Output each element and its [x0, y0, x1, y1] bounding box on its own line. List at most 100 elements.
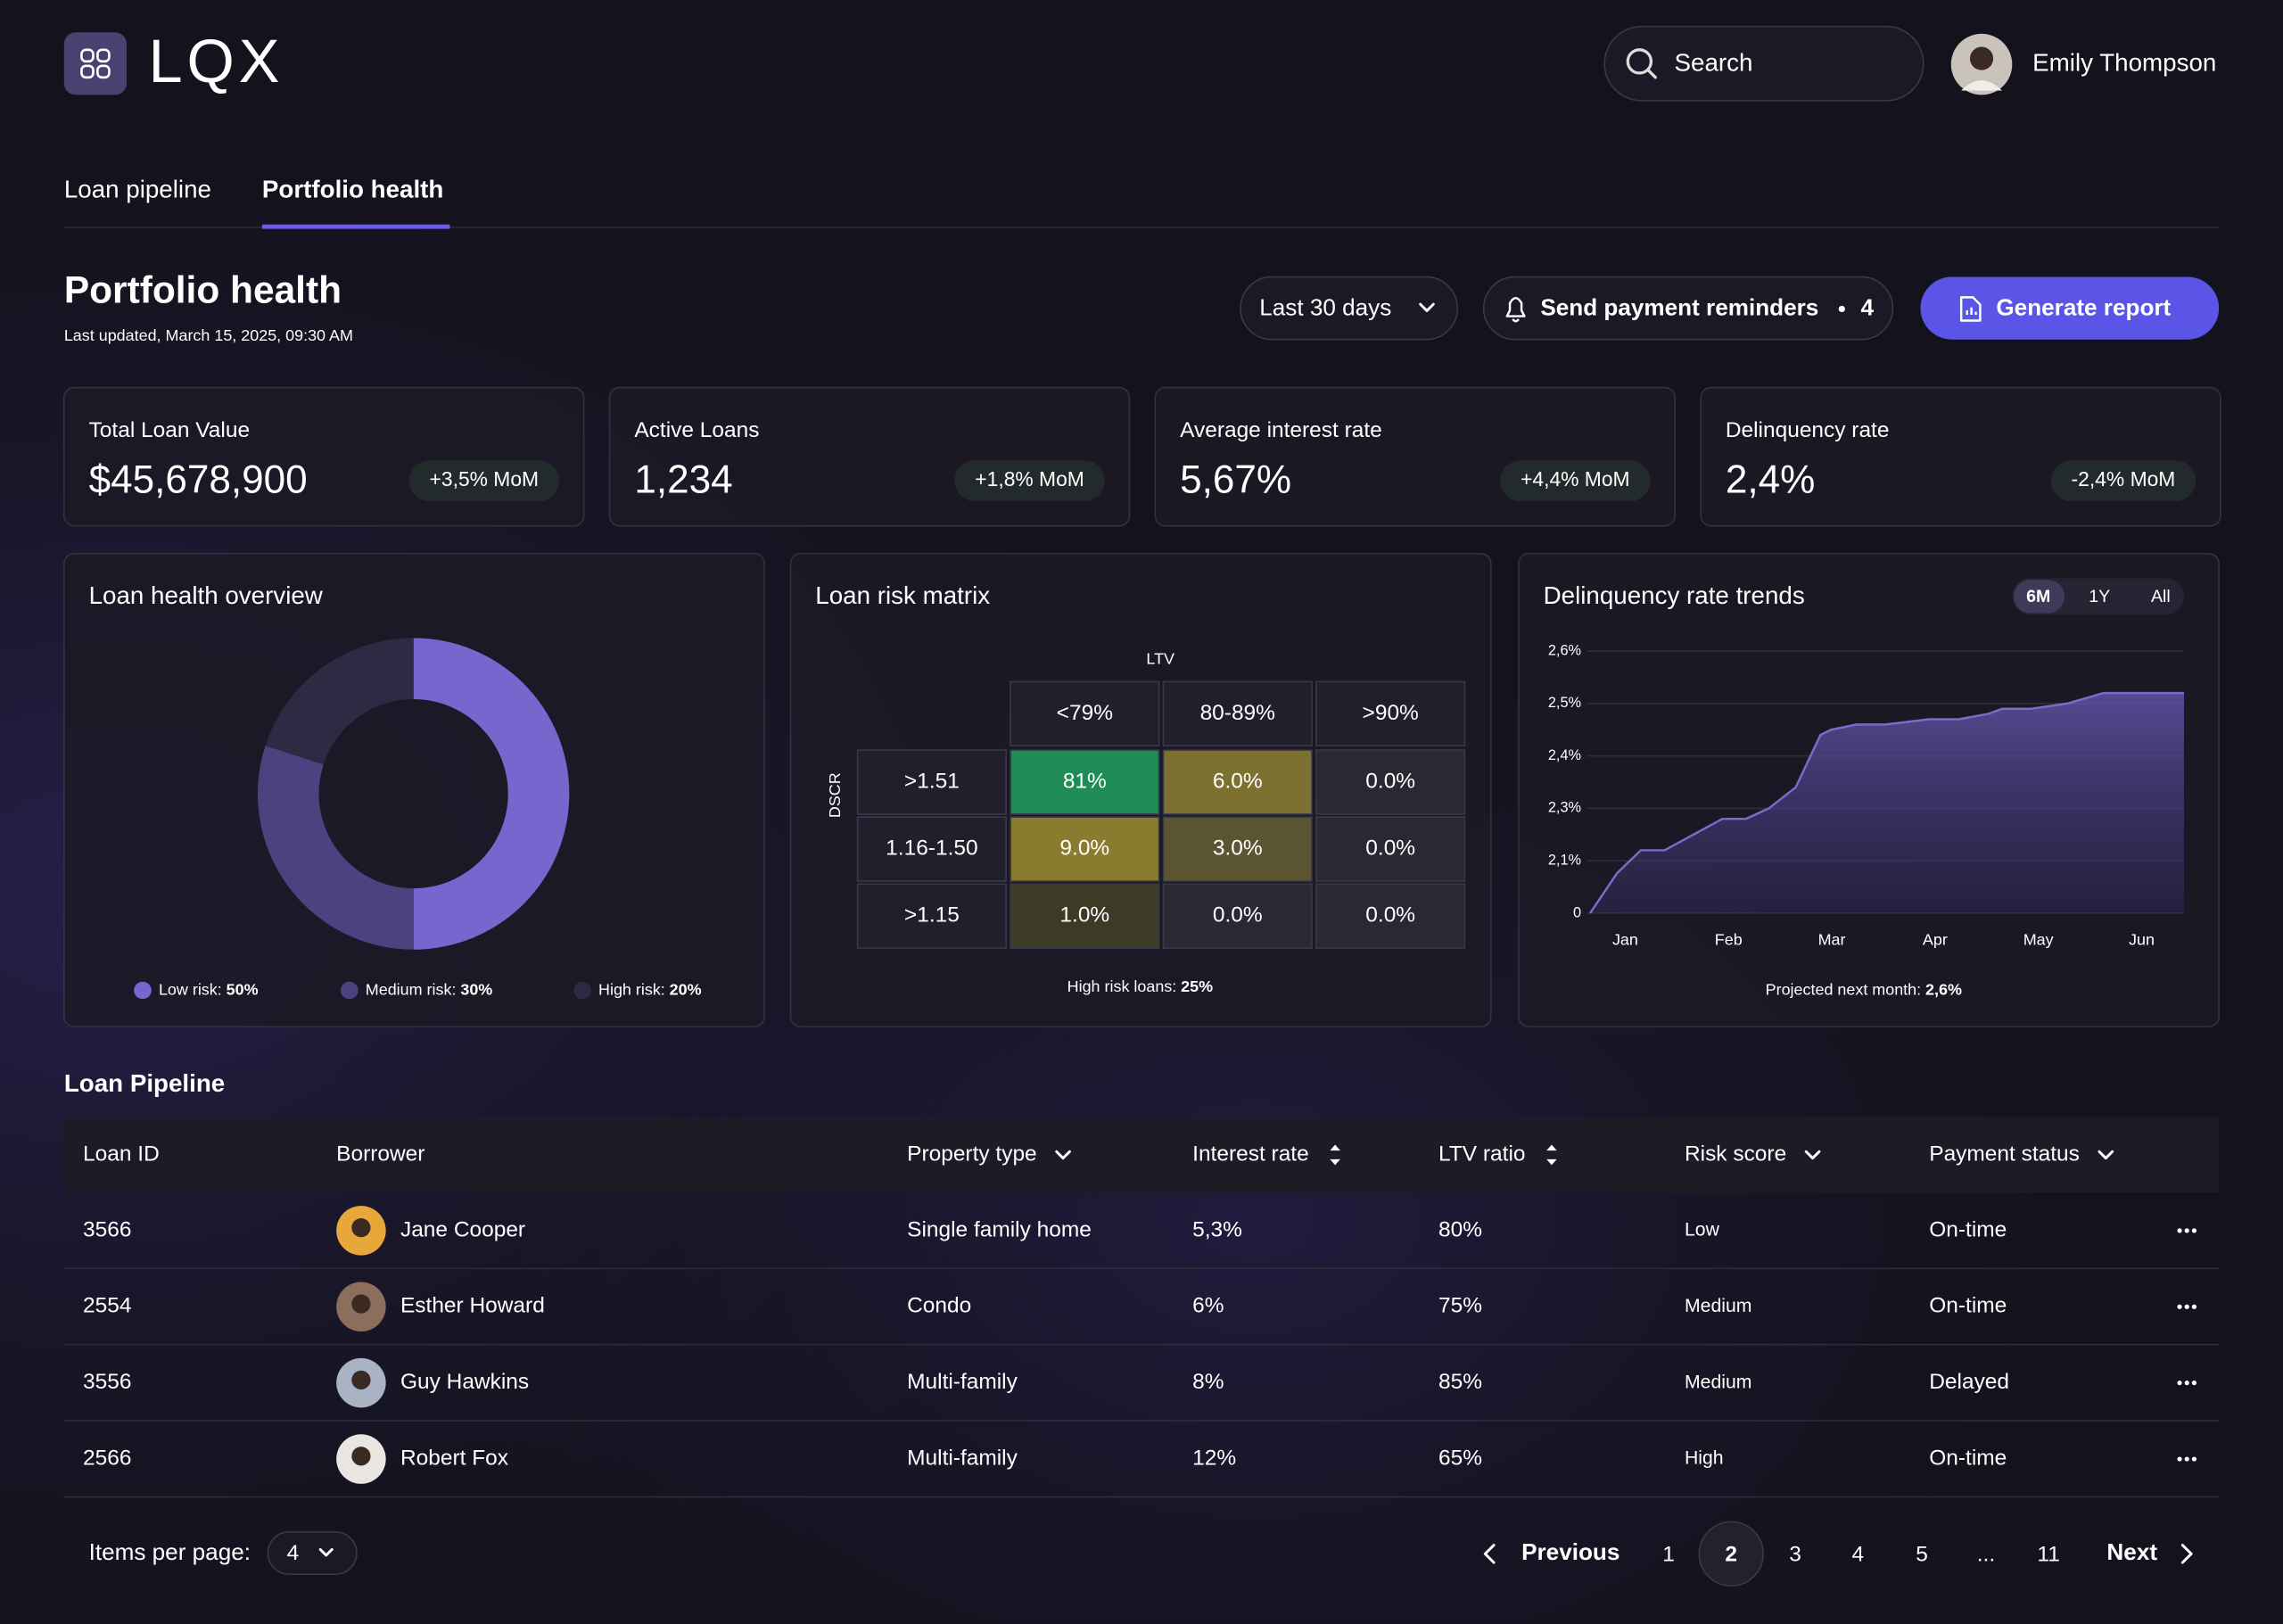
page-number[interactable]: ... [1977, 1542, 1995, 1566]
search-placeholder[interactable]: Search [1675, 48, 1753, 76]
donut-segment [413, 638, 570, 950]
range-option[interactable]: 1Y [2089, 587, 2110, 606]
column-header[interactable]: Property type [907, 1142, 1037, 1166]
borrower-name: Guy Hawkins [400, 1370, 529, 1394]
kpi-change: +4,4% MoM [1521, 467, 1630, 490]
footnote-value: 2,6% [1925, 980, 1962, 998]
row-menu[interactable] [2184, 1304, 2189, 1309]
page-number[interactable]: 4 [1851, 1542, 1864, 1566]
row-menu[interactable] [2177, 1381, 2182, 1386]
column-header[interactable]: Risk score [1685, 1142, 1786, 1166]
kpi-change-badge [1500, 460, 1651, 501]
x-tick-label: Jun [2129, 931, 2155, 949]
column-header[interactable]: LTV ratio [1438, 1142, 1525, 1166]
table-cell: 65% [1438, 1447, 1482, 1471]
risk-score: Medium [1685, 1296, 1751, 1316]
axis-label: LTV [1146, 650, 1174, 668]
row-menu[interactable] [2184, 1228, 2189, 1233]
chart-footnote: High risk loans: 25% [1067, 977, 1213, 995]
previous-button[interactable]: Previous [1521, 1538, 1620, 1565]
avatar-face [1969, 46, 1994, 70]
legend-value: 30% [460, 980, 492, 998]
row-menu[interactable] [2184, 1381, 2189, 1386]
matrix-cell-label: 3.0% [1213, 837, 1263, 861]
chart-title: Loan health overview [89, 581, 324, 609]
report-icon [1959, 296, 1982, 322]
range-option-active[interactable] [2013, 580, 2065, 614]
search-box[interactable] [1603, 25, 1924, 102]
footnote-label: High risk loans: [1067, 977, 1177, 995]
row-menu[interactable] [2177, 1304, 2182, 1309]
tab[interactable]: Loan pipeline [64, 176, 211, 203]
tab-active[interactable]: Portfolio health [262, 176, 443, 203]
logo-badge [63, 32, 128, 95]
borrower-name: Jane Cooper [400, 1217, 525, 1241]
card [63, 552, 765, 1028]
column-header[interactable]: Payment status [1929, 1142, 2080, 1166]
footnote-label: Projected next month: [1766, 980, 1922, 998]
page-number[interactable]: 11 [2037, 1542, 2059, 1566]
sort-icon [1546, 1144, 1557, 1166]
y-tick-label: 2,3% [1548, 800, 1581, 816]
page-number[interactable]: 3 [1789, 1542, 1801, 1566]
borrower-name: Robert Fox [400, 1447, 508, 1471]
reminders-button[interactable] [1482, 276, 1894, 341]
matrix-cell-label: 81% [1063, 769, 1107, 793]
chevron-icon [1483, 1544, 1496, 1564]
period-label[interactable]: Last 30 days [1259, 293, 1391, 320]
axis-label: DSCR [826, 772, 844, 818]
card [1154, 386, 1677, 527]
table-cell: 2566 [83, 1447, 131, 1471]
legend-name: High risk: [598, 980, 665, 998]
kpi-value: $45,678,900 [89, 458, 308, 501]
matrix-header-cell [1010, 680, 1160, 747]
matrix-cell [1315, 883, 1466, 949]
page-number[interactable]: 5 [1916, 1542, 1928, 1566]
search-icon [1646, 69, 1657, 79]
table-cell: 6% [1192, 1294, 1224, 1318]
y-tick-label: 2,1% [1548, 853, 1581, 869]
range-option[interactable]: 6M [2026, 587, 2050, 606]
legend-value: 20% [670, 980, 702, 998]
matrix-row-label: 1.16-1.50 [886, 837, 977, 861]
row-menu[interactable] [2191, 1456, 2197, 1462]
matrix-cell-label: 6.0% [1213, 769, 1263, 793]
period-dropdown[interactable] [1240, 276, 1459, 341]
next-button[interactable]: Next [2106, 1538, 2157, 1565]
items-per-page-dropdown[interactable] [267, 1531, 358, 1576]
avatar-face [351, 1294, 371, 1314]
matrix-header-cell [1315, 680, 1466, 747]
avatar-body [1961, 80, 2002, 91]
column-header[interactable]: Interest rate [1192, 1142, 1309, 1166]
risk-score: High [1685, 1448, 1724, 1469]
range-option[interactable]: All [2151, 587, 2171, 606]
chart-title: Loan risk matrix [815, 581, 990, 609]
matrix-header-cell [856, 883, 1007, 949]
row-menu[interactable] [2184, 1456, 2189, 1462]
row-menu[interactable] [2177, 1228, 2182, 1233]
page-number[interactable]: 2 [1725, 1542, 1737, 1566]
legend-swatch [134, 981, 152, 1000]
chevron-icon [318, 1547, 334, 1557]
report-label[interactable]: Generate report [1996, 293, 2171, 320]
report-button[interactable] [1920, 276, 2220, 340]
x-tick-label: Mar [1818, 931, 1846, 949]
section-title: Loan Pipeline [64, 1069, 225, 1097]
page-number[interactable]: 1 [1662, 1542, 1675, 1566]
chevron-icon [1419, 302, 1435, 312]
reminders-label[interactable]: Send payment reminders [1540, 293, 1818, 320]
chevron-icon [2180, 1544, 2193, 1564]
items-per-page-value[interactable]: 4 [287, 1541, 300, 1565]
row-menu[interactable] [2191, 1381, 2197, 1386]
reminders-count[interactable]: 4 [1861, 293, 1875, 320]
row-menu[interactable] [2191, 1304, 2197, 1309]
search-icon [1626, 48, 1653, 75]
card [1700, 386, 2221, 527]
row-menu[interactable] [2177, 1456, 2182, 1462]
table-cell: 75% [1438, 1294, 1482, 1318]
legend-name: Low risk: [159, 980, 222, 998]
risk-score: Medium [1685, 1372, 1751, 1392]
chart-footnote: Projected next month: 2,6% [1766, 980, 1962, 998]
y-tick-label: 2,6% [1548, 642, 1581, 658]
row-menu[interactable] [2191, 1228, 2197, 1233]
